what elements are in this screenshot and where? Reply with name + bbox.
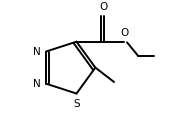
Text: O: O: [100, 2, 108, 12]
Text: S: S: [73, 99, 80, 109]
Text: O: O: [121, 28, 129, 38]
Text: N: N: [33, 79, 41, 89]
Text: N: N: [33, 47, 41, 57]
